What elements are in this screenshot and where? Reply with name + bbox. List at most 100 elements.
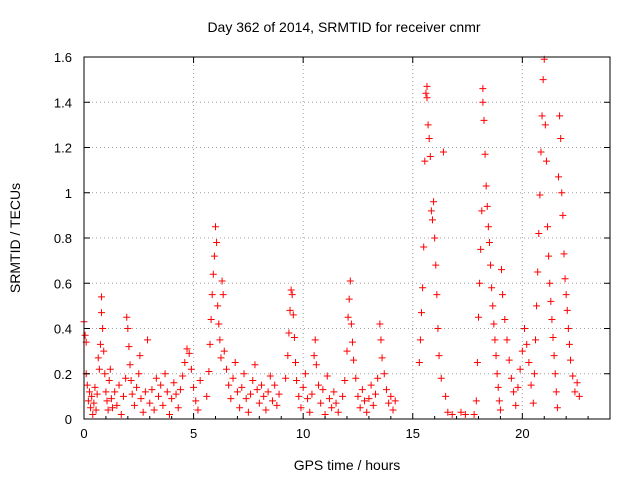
data-point (317, 399, 325, 407)
data-point (203, 392, 211, 400)
data-point (119, 392, 127, 400)
data-point (233, 388, 241, 396)
data-point (430, 198, 438, 206)
data-point (416, 336, 424, 344)
data-point (304, 395, 312, 403)
data-point (512, 401, 520, 409)
data-point (174, 404, 182, 412)
data-point (247, 390, 255, 398)
x-tick-label: 10 (296, 426, 310, 441)
data-point (194, 406, 202, 414)
data-point (163, 388, 171, 396)
data-point (229, 374, 237, 382)
y-tick-label: 1.4 (54, 95, 72, 110)
data-point (216, 336, 224, 344)
y-tick-label: 1 (65, 186, 72, 201)
data-point (137, 395, 145, 403)
data-point (190, 383, 198, 391)
data-point (111, 388, 119, 396)
data-point (503, 336, 511, 344)
data-point (421, 157, 429, 165)
data-point (365, 395, 373, 403)
data-point (347, 320, 355, 328)
data-point (505, 356, 513, 364)
data-point (539, 76, 547, 84)
data-point (168, 395, 176, 403)
data-point (516, 365, 524, 373)
data-point (83, 381, 91, 389)
data-point (435, 352, 443, 360)
data-point (424, 121, 432, 129)
data-point (473, 358, 481, 366)
data-points (80, 55, 583, 418)
data-point (418, 309, 426, 317)
data-point (291, 358, 299, 366)
data-point (95, 365, 103, 373)
data-point (514, 383, 522, 391)
data-point (87, 404, 95, 412)
grid-lines (84, 57, 610, 419)
data-point (352, 374, 360, 382)
data-point (179, 372, 187, 380)
data-point (312, 361, 320, 369)
data-point (130, 401, 138, 409)
data-point (354, 392, 362, 400)
data-point (498, 266, 506, 274)
data-point (518, 347, 526, 355)
data-point (99, 325, 107, 332)
data-point (136, 352, 144, 360)
data-point (88, 392, 96, 400)
data-point (376, 320, 384, 328)
data-point (225, 381, 233, 389)
data-point (530, 370, 538, 378)
data-point (541, 121, 549, 129)
data-point (573, 379, 581, 387)
data-point (527, 381, 535, 389)
data-point (488, 284, 496, 292)
data-point (420, 243, 428, 251)
data-point (499, 291, 507, 299)
data-point (550, 352, 558, 360)
data-point (554, 173, 562, 181)
data-point (480, 116, 488, 124)
data-point (551, 370, 559, 378)
data-point (493, 370, 501, 378)
data-point (84, 397, 92, 405)
data-point (172, 390, 180, 398)
data-point (487, 261, 495, 269)
data-point (432, 261, 440, 269)
y-tick-label: 1.6 (54, 50, 72, 65)
data-point (481, 150, 489, 158)
data-point (141, 388, 149, 396)
y-tick-label: 1.2 (54, 141, 72, 156)
data-point (268, 397, 276, 405)
data-point (569, 372, 577, 380)
data-point (371, 390, 379, 398)
data-point (472, 397, 480, 405)
data-point (330, 388, 338, 396)
data-point (244, 408, 252, 416)
data-point (476, 279, 484, 287)
data-point (494, 383, 502, 391)
data-point (419, 284, 427, 292)
data-point (358, 386, 366, 394)
data-point (251, 361, 259, 369)
data-point (557, 134, 565, 142)
data-point (575, 392, 583, 400)
data-point (482, 182, 490, 190)
data-point (96, 340, 104, 348)
data-point (306, 408, 314, 416)
data-point (470, 410, 478, 418)
data-point (104, 406, 112, 414)
y-tick-label: 0.6 (54, 276, 72, 291)
data-point (567, 356, 575, 364)
data-point (90, 399, 98, 407)
data-point (105, 377, 113, 385)
data-point (442, 392, 450, 400)
data-point (139, 408, 147, 416)
data-point (275, 390, 283, 398)
data-point (552, 388, 560, 396)
data-point (479, 98, 487, 106)
data-point (485, 239, 493, 247)
